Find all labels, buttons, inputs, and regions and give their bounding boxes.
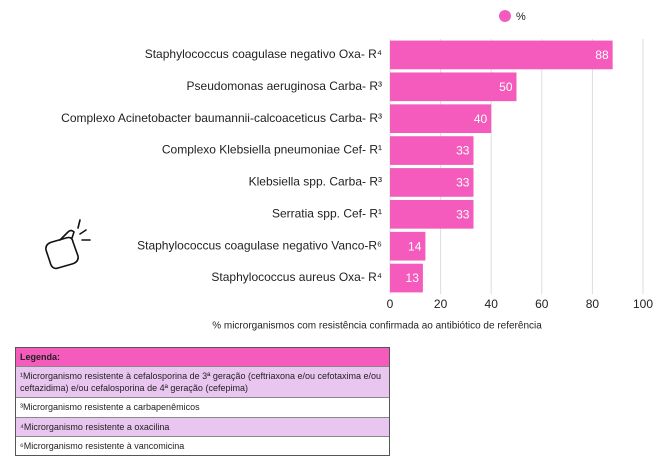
data-label: 33 xyxy=(456,207,470,221)
bar xyxy=(390,231,426,261)
data-label: 13 xyxy=(406,271,420,285)
x-tick-label: 20 xyxy=(434,297,448,311)
x-tick-label: 100 xyxy=(633,297,653,311)
data-label: 88 xyxy=(595,48,609,62)
legend-swatch xyxy=(499,10,511,22)
data-label: 14 xyxy=(408,239,422,253)
y-tick-label: Staphylococcus coagulase negativo Oxa- R… xyxy=(145,47,382,61)
data-label: 50 xyxy=(499,80,513,94)
y-tick-label: Complexo Klebsiella pneumoniae Cef- R¹ xyxy=(162,143,382,157)
y-tick-label: Complexo Acinetobacter baumannii-calcoac… xyxy=(61,111,382,125)
x-tick-label: 0 xyxy=(387,297,394,311)
bar xyxy=(390,40,613,70)
legend-row: ⁴Microrganismo resistente a oxacilina xyxy=(16,416,389,436)
legend-label: % xyxy=(516,11,526,23)
legend-table: Legenda: ¹Microrganismo resistente à cefa… xyxy=(15,347,390,456)
bar xyxy=(390,136,474,165)
y-tick-label: Staphylococcus aureus Oxa- R⁴ xyxy=(211,270,382,284)
x-axis-title: % microrganismos com resistência confirm… xyxy=(212,321,542,332)
data-label: 40 xyxy=(474,112,488,126)
x-tick-label: 60 xyxy=(535,297,549,311)
legend-title: Legenda: xyxy=(16,348,389,367)
bar xyxy=(390,104,492,134)
bar xyxy=(390,168,474,197)
bar xyxy=(390,199,474,229)
y-tick-label: Pseudomonas aeruginosa Carba- R³ xyxy=(187,79,382,93)
data-label: 33 xyxy=(456,176,470,190)
y-tick-label: Staphylococcus coagulase negativo Vanco-… xyxy=(137,238,382,252)
y-tick-label: Serratia spp. Cef- R¹ xyxy=(272,206,382,220)
y-tick-label: Klebsiella spp. Carba- R³ xyxy=(249,175,382,189)
x-tick-label: 40 xyxy=(485,297,499,311)
hand-icon xyxy=(45,219,91,270)
legend-row: ¹Microrganismo resistente à cefalosporin… xyxy=(16,366,389,398)
x-tick-label: 80 xyxy=(586,297,600,311)
chart: 0 20 40 60 80 100 % microrganismos com resistê… xyxy=(45,10,653,332)
data-label: 33 xyxy=(456,144,470,158)
legend-row: ⁶Microrganismo resistente à vancomicina xyxy=(16,435,389,455)
legend-row: ³Microrganismo resistente a carbapenêmic… xyxy=(16,397,389,417)
bar xyxy=(390,263,423,293)
bar xyxy=(390,72,517,102)
